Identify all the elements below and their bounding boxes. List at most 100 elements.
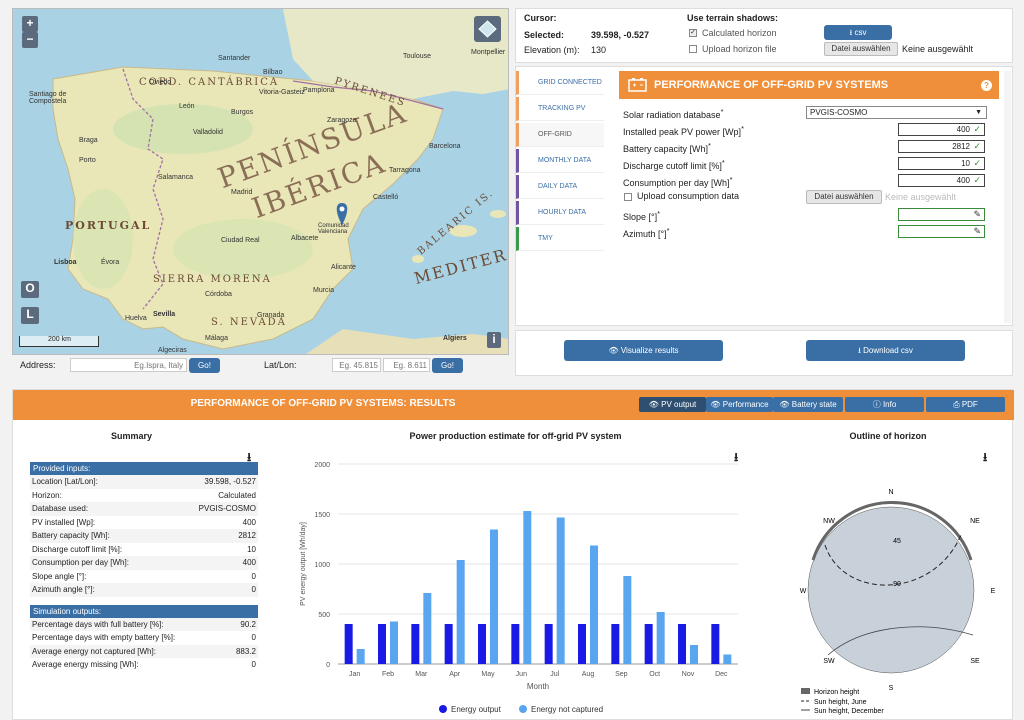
tab-daily-data[interactable]: DAILY DATA: [516, 175, 604, 199]
compass-n: N: [888, 489, 893, 496]
elevation-label: Elevation (m):: [524, 45, 580, 55]
city-label: Montpellier: [471, 49, 506, 56]
battery-capacity-input[interactable]: 2812 ✓: [898, 140, 985, 153]
radius-90: 90: [893, 581, 901, 588]
energy-output-bar: [578, 624, 586, 664]
csv-label: csv: [854, 28, 867, 37]
download-icon[interactable]: ⭳: [734, 450, 739, 464]
address-go-button[interactable]: Go!: [189, 358, 220, 373]
zoom-out-button[interactable]: −: [22, 32, 38, 48]
info-icon: ⓘ: [872, 400, 883, 409]
horizon-file-status: Keine ausgewählt: [902, 44, 974, 54]
horizon-file-button[interactable]: Datei auswählen: [824, 42, 898, 56]
tab-monthly-data[interactable]: MONTHLY DATA: [516, 149, 604, 173]
lat-input[interactable]: [332, 358, 381, 372]
help-icon[interactable]: ?: [981, 80, 992, 91]
azimuth-input[interactable]: ✎: [898, 225, 985, 238]
address-input[interactable]: [70, 358, 187, 372]
y-tick-label: 1000: [314, 562, 330, 569]
latlon-go-button[interactable]: Go!: [432, 358, 463, 373]
eye-icon: 👁: [710, 400, 723, 409]
lon-input[interactable]: [383, 358, 430, 372]
slope-input[interactable]: ✎: [898, 208, 985, 221]
summary-key: Average energy missing [Wh]:: [32, 660, 139, 669]
summary-row: Percentage days with full battery [%]: 90…: [30, 617, 258, 631]
energy-output-bar: [711, 624, 720, 664]
chart-title: Power production estimate for off-grid P…: [409, 431, 622, 441]
energy-not-captured-bar: [556, 517, 565, 664]
radius-45: 45: [893, 538, 901, 545]
map-o-button[interactable]: O: [21, 281, 39, 298]
scrollbar[interactable]: [1004, 71, 1011, 323]
check-icon: ✓: [973, 158, 981, 168]
y-tick-label: 2000: [314, 462, 330, 469]
azimuth-label: Azimuth [°]*: [623, 226, 670, 239]
summary-key: Location [Lat/Lon]:: [32, 477, 98, 486]
city-label: Ciudad Real: [221, 237, 260, 244]
map-canvas[interactable]: [13, 9, 509, 355]
summary-value: 400: [242, 517, 256, 527]
zoom-in-button[interactable]: +: [22, 16, 38, 32]
consumption-input[interactable]: 400 ✓: [898, 174, 985, 187]
map-label: CORD. CANTÁBRICA: [139, 77, 280, 88]
cutoff-label: Discharge cutoff limit [%]*: [623, 158, 725, 171]
summary-title: Summary: [111, 431, 153, 441]
city-label: Santander: [218, 55, 251, 62]
compass-w: W: [800, 588, 807, 595]
y-tick-label: 500: [318, 612, 330, 619]
tab-tmy[interactable]: TMY: [516, 227, 604, 251]
results-panel: PERFORMANCE OF OFF-GRID PV SYSTEMS: RESU…: [12, 389, 1014, 720]
map[interactable]: CORD. CANTÁBRICA PYRENEES PENÍNSULA IBÉR…: [12, 8, 509, 355]
summary-value: 2812: [238, 531, 256, 540]
summary-value: 0: [251, 660, 256, 669]
city-label: Santiago de Compostela: [29, 91, 67, 105]
tab-grid-connected[interactable]: GRID CONNECTED: [516, 71, 604, 95]
db-select[interactable]: PVGIS-COSMO ▼: [806, 106, 987, 119]
csv-button[interactable]: ⭳ csv: [824, 25, 892, 40]
info-button[interactable]: ⓘ Info: [845, 397, 924, 412]
city-label: Pamplona: [303, 87, 335, 94]
summary-value: 400: [242, 558, 256, 567]
upload-horizon-checkbox[interactable]: [689, 45, 697, 53]
energy-not-captured-bar: [590, 545, 598, 664]
cutoff-input[interactable]: 10 ✓: [898, 157, 985, 170]
compass-e: E: [991, 588, 996, 595]
download-icon[interactable]: ⭳: [247, 450, 252, 464]
map-l-button[interactable]: L: [21, 307, 39, 324]
info-button[interactable]: i: [487, 332, 501, 348]
summary-value: 0: [251, 633, 256, 642]
eye-icon: 👁: [779, 400, 792, 409]
tab-off-grid[interactable]: OFF-GRID: [516, 123, 604, 147]
download-icon[interactable]: ⭳: [983, 450, 988, 464]
city-label: Porto: [79, 157, 96, 164]
upload-consumption-checkbox[interactable]: [624, 193, 632, 201]
energy-output-bar: [344, 624, 353, 664]
horizon-height-line: [811, 500, 973, 561]
tab-tracking-pv[interactable]: TRACKING PV: [516, 97, 604, 121]
pv-power-input[interactable]: 400 ✓: [898, 123, 985, 136]
calc-horizon-checkbox[interactable]: ✓: [689, 29, 697, 37]
visualize-results-button[interactable]: 👁 Visualize results: [564, 340, 723, 361]
pv-output-button[interactable]: 👁 PV output: [639, 397, 706, 412]
energy-not-captured-bar: [523, 511, 532, 664]
compass-ne: NE: [970, 518, 980, 525]
tab-hourly-data[interactable]: HOURLY DATA: [516, 201, 604, 225]
download-csv-button[interactable]: ⭳ Download csv: [806, 340, 965, 361]
pdf-button[interactable]: ⎙ PDF: [926, 397, 1005, 412]
summary-key: PV installed [Wp]:: [32, 517, 96, 527]
performance-button[interactable]: 👁 Performance: [706, 397, 773, 412]
legend-december: Sun height, December: [814, 708, 884, 715]
summary-table: Provided inputs: Location [Lat/Lon]: 39.5…: [30, 462, 258, 672]
energy-not-captured-bar: [690, 645, 698, 664]
energy-output-bar: [444, 624, 453, 664]
consumption-file-button[interactable]: Datei auswählen: [806, 190, 882, 204]
battery-state-button[interactable]: 👁 Battery state: [773, 397, 843, 412]
summary-row: Average energy not captured [Wh]: 883.2: [30, 644, 258, 658]
energy-output-bar: [478, 624, 486, 664]
address-label: Address:: [20, 360, 56, 370]
summary-row: Percentage days with empty battery [%]: 0: [30, 631, 258, 645]
summary-value: 90.2: [240, 619, 256, 629]
consumption-label: Consumption per day [Wh]*: [623, 175, 733, 188]
layers-button[interactable]: [474, 16, 501, 42]
compass-s: S: [889, 685, 894, 692]
